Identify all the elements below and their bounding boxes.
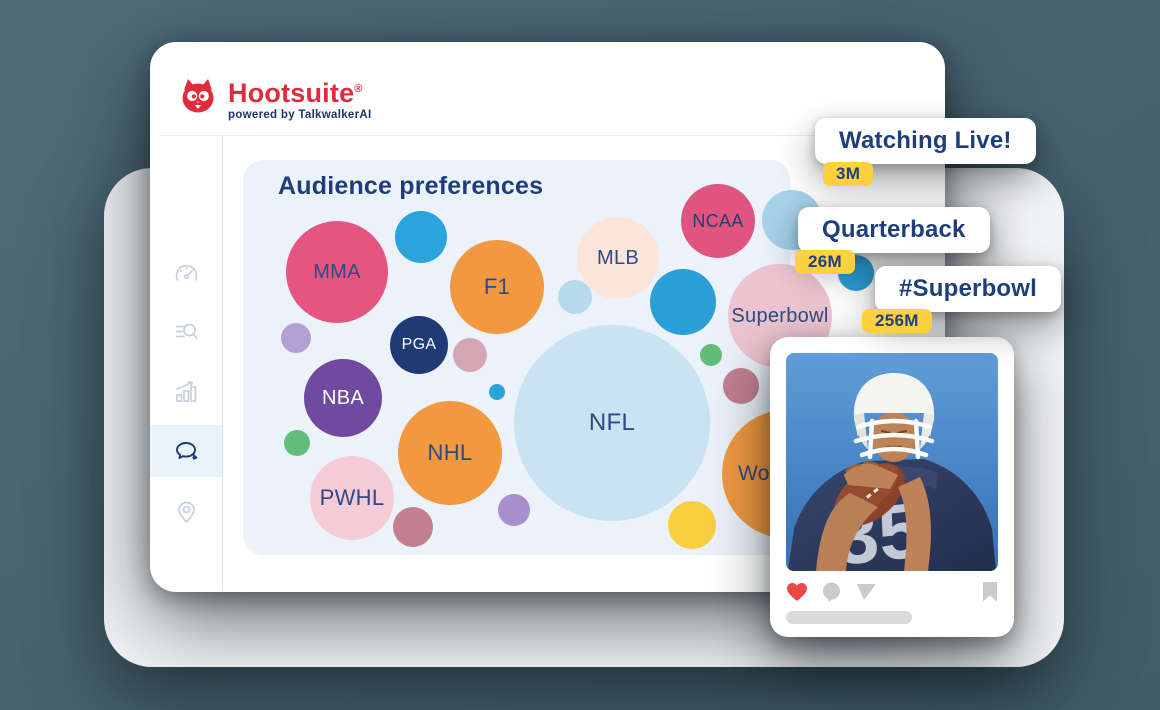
quarterback-card[interactable]: Quarterback [798,207,990,253]
bubble-decorative [700,344,722,366]
bubble-label: MLB [596,246,640,269]
bubble-pga[interactable]: PGA [390,316,448,374]
callout-label: Watching Live! [839,127,1012,154]
comment-icon[interactable] [821,582,842,602]
post-action-row [786,581,998,603]
bookmark-icon[interactable] [982,582,998,602]
mention-count-badge: 26M [795,250,855,274]
bubble-label: NCAA [692,210,744,231]
sidebar-item-dashboard[interactable] [150,248,222,300]
audience-preferences-panel: Audience preferences MMA F1 MLB NCAA Superbo… [243,160,850,555]
bubble-decorative [281,323,311,353]
bubble-decorative [393,507,433,547]
brand-tagline: powered by TalkwalkerAI [228,109,372,121]
bubble-label: PWHL [319,485,385,510]
mention-count-badge: 3M [823,162,874,186]
sidebar-item-analytics[interactable] [150,365,222,417]
bubble-label: Wo [738,462,770,485]
bubble-label: F1 [483,274,511,299]
share-icon[interactable] [855,583,877,601]
bubble-pwhl[interactable]: PWHL [310,456,394,540]
dashboard-gauge-icon [175,264,197,281]
heart-icon[interactable] [786,582,808,602]
sidebar-divider [222,136,223,590]
bubble-label: Superbowl [731,304,829,327]
bubble-label: NHL [427,440,473,465]
bubble-decorative [558,280,592,314]
callout-watching-live: Watching Live! 3M [815,118,1036,186]
bubble-nfl[interactable]: NFL [514,325,710,521]
hootsuite-app-window: Hootsuite® powered by TalkwalkerAI [150,42,945,592]
bubble-nhl[interactable]: NHL [398,401,502,505]
callout-label: Quarterback [822,216,966,243]
callout-quarterback: Quarterback 26M [795,207,990,274]
bubble-ncaa[interactable]: NCAA [681,184,755,258]
panel-title: Audience preferences [278,172,544,200]
analytics-trend-icon [175,380,196,402]
bubble-decorative [453,338,487,372]
logo-text: Hootsuite® powered by TalkwalkerAI [228,76,372,122]
caption-placeholder-bar [786,611,912,624]
registered-mark: ® [354,83,363,95]
bubble-decorative [723,368,759,404]
watching-live-card[interactable]: Watching Live! [815,118,1036,164]
search-list-icon [175,323,198,339]
bubble-mma[interactable]: MMA [286,221,388,323]
header-divider [160,135,945,136]
superbowl-card[interactable]: #Superbowl [875,266,1062,312]
bubble-decorative [395,211,447,263]
sidebar [150,136,222,592]
sidebar-item-search[interactable] [150,305,222,357]
social-post-card: 35 [770,337,1014,637]
bubble-decorative [284,430,310,456]
sidebar-item-conversations[interactable] [150,425,222,477]
quarterback-photo: 35 [786,353,998,571]
mention-count-badge: 256M [862,309,932,333]
bubble-decorative [650,269,716,335]
hootsuite-owl-logo-icon [178,76,218,121]
brand-name: Hootsuite [228,78,355,108]
bubble-label: MMA [313,260,361,283]
bubble-f1[interactable]: F1 [450,240,544,334]
app-header: Hootsuite® powered by TalkwalkerAI [178,76,371,121]
bubble-label: PGA [401,336,437,353]
bubble-label: NBA [321,386,365,409]
bubble-mlb[interactable]: MLB [577,217,659,299]
bubble-decorative [498,494,530,526]
location-pin-icon [177,501,195,523]
bubble-label: NFL [588,409,636,436]
conversations-icon [175,441,197,460]
bubble-decorative [668,501,716,549]
callout-superbowl: #Superbowl 256M [862,266,1062,333]
callout-label: #Superbowl [899,275,1038,302]
bubble-decorative [489,384,505,400]
sidebar-item-locations[interactable] [150,486,222,538]
bubble-nba[interactable]: NBA [304,359,382,437]
